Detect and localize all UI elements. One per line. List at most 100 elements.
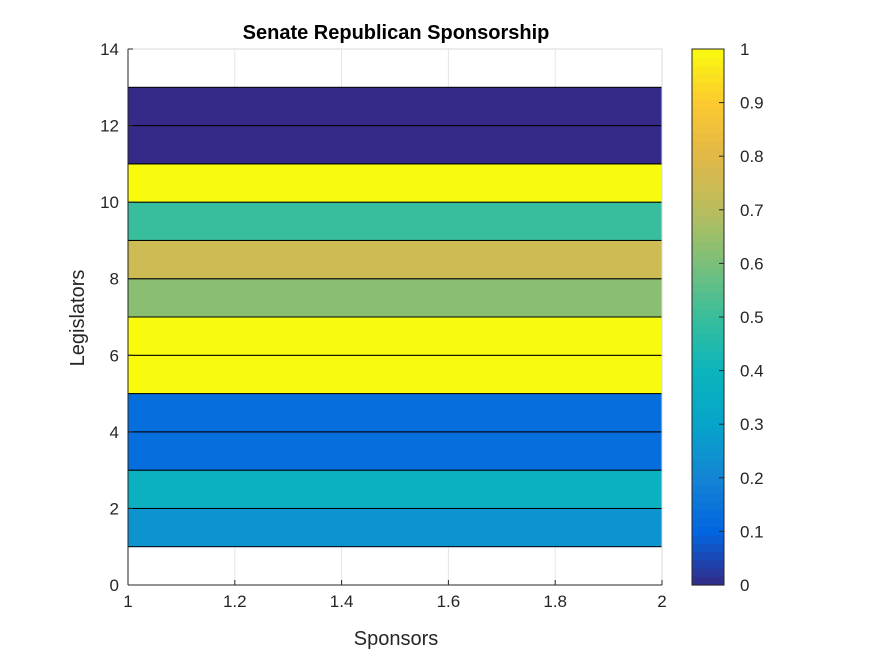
colorbar-swatch [692, 291, 724, 301]
heatmap-cell [127, 354, 663, 395]
colorbar-swatch [692, 49, 724, 58]
colorbar-swatch [692, 99, 724, 109]
heatmap-cells [127, 86, 663, 548]
colorbar-swatch [692, 576, 724, 586]
colorbar-tick-label: 0.1 [740, 522, 764, 541]
colorbar-swatch [692, 384, 724, 393]
colorbar-tick-label: 0.2 [740, 469, 764, 488]
colorbar-swatch [692, 367, 724, 377]
heatmap-cell [127, 201, 663, 241]
y-axis-label: Legislators [67, 270, 89, 367]
colorbar-swatch [692, 141, 724, 151]
colorbar-swatch [692, 392, 724, 402]
colorbar-swatch [692, 543, 724, 553]
x-tick-label: 2 [657, 592, 666, 611]
heatmap-cell [127, 86, 663, 127]
colorbar-swatch [692, 425, 724, 435]
chart-title: Senate Republican Sponsorship [243, 22, 550, 44]
colorbar-swatch [692, 116, 724, 125]
colorbar-swatch [692, 275, 724, 285]
colorbar-swatch [692, 484, 724, 494]
colorbar-swatch [692, 157, 724, 167]
colorbar-swatch [692, 191, 724, 201]
heatmap-cell [127, 316, 663, 356]
colorbar-swatch [692, 208, 724, 218]
heatmap-cell [127, 507, 663, 548]
y-tick-label: 0 [110, 576, 119, 595]
colorbar-swatch [692, 300, 724, 310]
x-axis-label: Sponsors [354, 628, 439, 650]
colorbar-swatch [692, 442, 724, 452]
x-tick-label: 1.8 [543, 592, 567, 611]
colorbar-swatch [692, 492, 724, 502]
colorbar-tick-label: 0 [740, 576, 749, 595]
colorbar-tick-label: 1 [740, 40, 749, 59]
colorbar-swatch [692, 250, 724, 259]
colorbar-swatch [692, 166, 724, 176]
heatmap-cell [127, 125, 663, 165]
colorbar-swatch [692, 90, 724, 100]
colorbar-swatch [692, 216, 724, 226]
colorbar-swatch [692, 241, 724, 251]
colorbar-swatch [692, 57, 724, 67]
colorbar-swatch [692, 358, 724, 368]
colorbar-swatch [692, 74, 724, 84]
heatmap-cell [127, 163, 663, 203]
colorbar-swatch [692, 124, 724, 134]
colorbar-swatch [692, 224, 724, 234]
colorbar-swatch [692, 559, 724, 569]
colorbar-swatch [692, 107, 724, 117]
colorbar-swatch [692, 509, 724, 519]
heatmap-cell [127, 431, 663, 471]
colorbar-swatch [692, 350, 724, 360]
colorbar-swatch [692, 409, 724, 419]
colorbar-swatch [692, 451, 724, 460]
colorbar-swatch [692, 325, 724, 335]
colorbar-swatch [692, 568, 724, 578]
colorbar: 0 0.1 0.2 0.3 0.4 0.5 0.6 0.7 0.8 0.9 1 [691, 40, 764, 595]
colorbar-tick-label: 0.5 [740, 308, 764, 327]
heatmap-cell [127, 469, 663, 509]
colorbar-tick-label: 0.9 [740, 94, 764, 113]
heatmap-cell [127, 393, 663, 433]
colorbar-swatch [692, 258, 724, 268]
colorbar-swatch [692, 183, 724, 192]
x-axis: 1 1.2 1.4 1.6 1.8 2 [123, 580, 667, 611]
colorbar-swatch [692, 417, 724, 427]
colorbar-swatch [692, 82, 724, 92]
colorbar-swatch [692, 526, 724, 536]
heatmap-cell [127, 239, 663, 280]
colorbar-swatch [692, 333, 724, 343]
colorbar-swatch [692, 476, 724, 486]
colorbar-swatch [692, 375, 724, 385]
colorbar-tick-label: 0.8 [740, 147, 764, 166]
heatmap-cell [127, 278, 663, 318]
y-tick-label: 4 [110, 423, 119, 442]
colorbar-tick-label: 0.3 [740, 415, 764, 434]
colorbar-swatch [692, 459, 724, 469]
colorbar-tick-label: 0.6 [740, 254, 764, 273]
y-tick-label: 2 [110, 499, 119, 518]
colorbar-swatch [692, 501, 724, 511]
y-axis: 0 2 4 6 8 10 12 14 [100, 40, 133, 595]
colorbar-swatch [692, 534, 724, 544]
x-tick-label: 1.2 [223, 592, 247, 611]
colorbar-swatch [692, 308, 724, 318]
colorbar-swatch [692, 132, 724, 142]
colorbar-swatch [692, 434, 724, 444]
colorbar-swatch [692, 518, 724, 527]
y-tick-label: 6 [110, 346, 119, 365]
y-tick-label: 14 [100, 40, 119, 59]
colorbar-swatch [692, 551, 724, 561]
colorbar-tick-label: 0.4 [740, 362, 764, 381]
colorbar-swatch [692, 174, 724, 184]
colorbar-swatch [692, 149, 724, 159]
x-tick-label: 1.6 [437, 592, 461, 611]
colorbar-swatch [692, 266, 724, 276]
x-tick-label: 1.4 [330, 592, 354, 611]
colorbar-tick-label: 0.7 [740, 201, 764, 220]
colorbar-swatch [692, 65, 724, 75]
colorbar-swatch [692, 233, 724, 243]
y-tick-label: 10 [100, 193, 119, 212]
colorbar-swatch [692, 342, 724, 352]
